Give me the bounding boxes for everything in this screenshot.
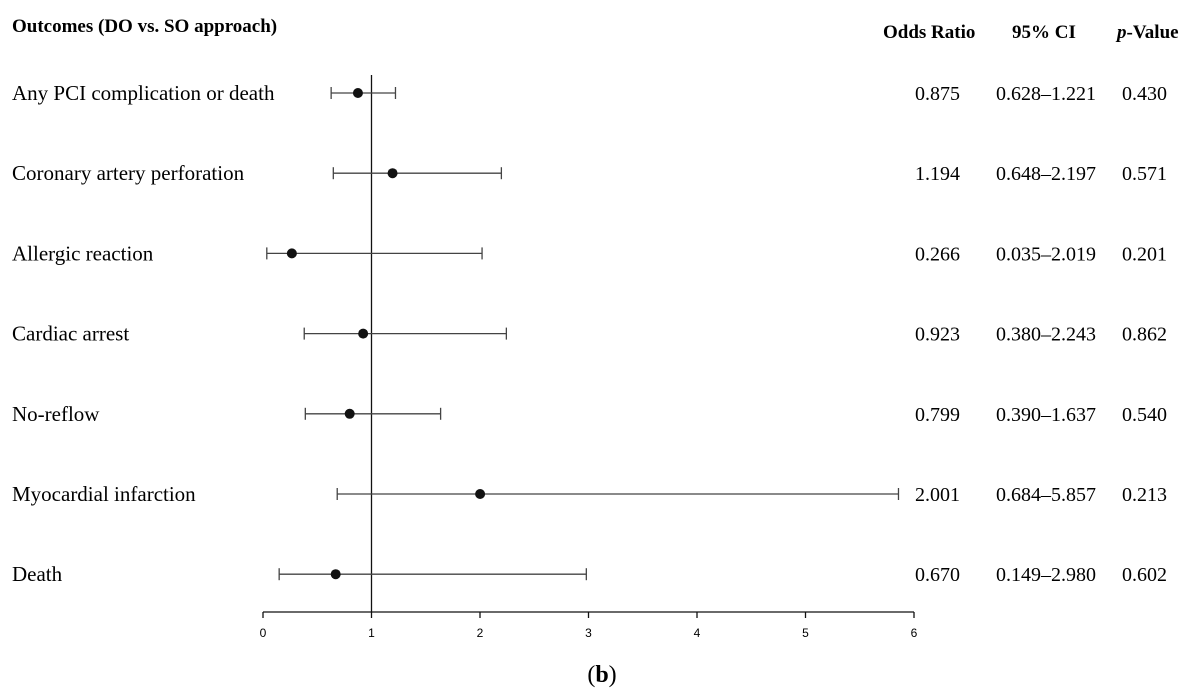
ci-value: 0.380–2.243 [996, 324, 1096, 346]
outcomes-header: Outcomes (DO vs. SO approach) [12, 16, 277, 37]
x-tick-label: 1 [368, 626, 375, 640]
p-value: 0.862 [1122, 324, 1167, 346]
outcome-label: Allergic reaction [12, 241, 154, 265]
odds-ratio-value: 0.923 [915, 324, 960, 346]
odds-ratio-header: Odds Ratio [883, 22, 975, 43]
x-tick-label: 0 [260, 626, 267, 640]
x-tick-label: 5 [802, 626, 809, 640]
outcome-label: No-reflow [12, 402, 100, 426]
ci-value: 0.035–2.019 [996, 243, 1096, 265]
forest-row: Myocardial infarction 2.001 0.684–5.857 0.2… [12, 482, 1167, 506]
outcome-label: Myocardial infarction [12, 482, 196, 506]
odds-ratio-point [286, 248, 297, 259]
outcome-label: Coronary artery perforation [12, 161, 245, 185]
odds-ratio-point [344, 408, 355, 419]
p-value: 0.540 [1122, 404, 1167, 426]
outcome-label: Any PCI complication or death [12, 81, 275, 105]
odds-ratio-value: 1.194 [915, 163, 960, 185]
forest-rows: Any PCI complication or death 0.875 0.628–… [12, 75, 1167, 612]
x-tick-label: 3 [585, 626, 592, 640]
ci-value: 0.390–1.637 [996, 404, 1096, 426]
p-value-header-italic: p [1115, 22, 1127, 43]
ci-value: 0.149–2.980 [996, 564, 1096, 586]
ci-value: 0.628–1.221 [996, 83, 1096, 105]
outcome-label: Death [12, 562, 63, 586]
p-value-header-rest: -Value [1127, 22, 1179, 43]
odds-ratio-point [352, 88, 363, 98]
odds-ratio-point [387, 168, 398, 179]
odds-ratio-point [475, 489, 486, 499]
ci-header: 95% CI [1012, 22, 1076, 43]
p-value-header: p-Value [1115, 22, 1179, 43]
x-axis: 0 1 2 3 4 5 6 [260, 611, 918, 640]
odds-ratio-point [330, 569, 341, 580]
p-value: 0.213 [1122, 484, 1167, 506]
ci-value: 0.684–5.857 [996, 484, 1096, 506]
x-tick-label: 4 [694, 626, 701, 640]
odds-ratio-value: 0.875 [915, 83, 960, 105]
forest-row: Death 0.670 0.149–2.980 0.602 [12, 562, 1167, 586]
p-value: 0.602 [1122, 564, 1167, 586]
x-tick-label: 2 [477, 626, 484, 640]
p-value: 0.430 [1122, 83, 1167, 105]
forest-row: Coronary artery perforation 1.194 0.648–2.… [12, 161, 1167, 185]
odds-ratio-value: 0.799 [915, 404, 960, 426]
odds-ratio-value: 0.266 [915, 243, 960, 265]
x-tick-label: 6 [911, 626, 918, 640]
p-value: 0.201 [1122, 243, 1167, 265]
forest-row: No-reflow 0.799 0.390–1.637 0.540 [12, 402, 1167, 426]
figure-caption: (b) [587, 662, 616, 688]
forest-row: Any PCI complication or death 0.875 0.628–… [12, 81, 1167, 105]
figure-caption-letter: b [595, 662, 608, 688]
odds-ratio-point [358, 328, 369, 339]
odds-ratio-value: 0.670 [915, 564, 960, 586]
forest-row: Allergic reaction 0.266 0.035–2.019 0.201 [12, 241, 1167, 265]
outcome-label: Cardiac arrest [12, 322, 129, 346]
ci-value: 0.648–2.197 [996, 163, 1096, 185]
p-value: 0.571 [1122, 163, 1167, 185]
forest-row: Cardiac arrest 0.923 0.380–2.243 0.862 [12, 322, 1167, 346]
odds-ratio-value: 2.001 [915, 484, 960, 506]
